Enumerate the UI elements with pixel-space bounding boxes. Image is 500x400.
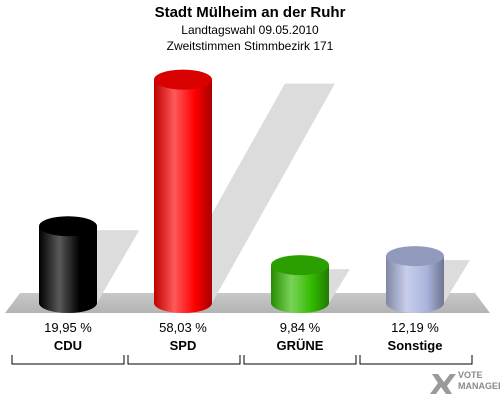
vote-manager-logo xyxy=(430,374,456,394)
bar-body xyxy=(271,265,329,313)
bar-top xyxy=(154,69,212,90)
category-bracket xyxy=(11,355,125,365)
chart-subtitle-district: Zweitstimmen Stimmbezirk 171 xyxy=(166,39,334,53)
category-label: GRÜNE xyxy=(277,338,324,353)
logo-line2: MANAGER xyxy=(458,381,500,391)
category-bracket xyxy=(243,355,357,365)
logo-line1: VOTE xyxy=(458,370,483,380)
bar-body xyxy=(39,226,97,313)
value-label: 9,84 % xyxy=(280,320,321,335)
bar-top xyxy=(271,255,329,276)
bar-top xyxy=(386,246,444,267)
category-label: SPD xyxy=(170,338,197,353)
value-label: 12,19 % xyxy=(391,320,439,335)
chart-floor xyxy=(5,293,490,313)
bar-body xyxy=(386,256,444,313)
value-label: 19,95 % xyxy=(44,320,92,335)
category-label: Sonstige xyxy=(388,338,443,353)
category-label: CDU xyxy=(54,338,82,353)
bar-grüne xyxy=(271,255,329,313)
chart-subtitle-election: Landtagswahl 09.05.2010 xyxy=(181,23,319,37)
bar-cdu xyxy=(39,216,97,313)
chart-title: Stadt Mülheim an der Ruhr xyxy=(154,4,346,21)
category-bracket xyxy=(359,355,473,365)
logo-text: VOTE MANAGER xyxy=(458,370,500,392)
value-label: 58,03 % xyxy=(159,320,207,335)
bar-body xyxy=(154,79,212,313)
bar-sonstige xyxy=(386,246,444,313)
bar-top xyxy=(39,216,97,237)
category-bracket xyxy=(127,355,241,365)
bar-spd xyxy=(154,69,212,313)
